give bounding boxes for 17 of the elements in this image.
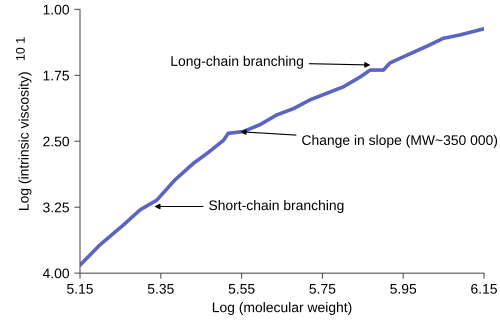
x-axis-title: Log (molecular weight) [212,302,352,315]
x-tick-label: 5.95 [390,284,416,294]
x-tick-label: 5.35 [148,284,174,294]
annotation: Change in slope (MW~350 000) [302,134,498,148]
x-tick-label: 5.55 [228,284,255,294]
text: 10 1 [16,37,25,60]
y-tick-label: 1.75 [44,70,70,80]
x-tick-label: 5.75 [309,284,336,294]
y-tick-label: 4.00 [42,268,70,278]
x-tick-label: 5.15 [67,284,93,294]
y-tick-label: 2.50 [43,136,70,146]
x-tick-label: 6.15 [471,284,497,294]
y-tick-label: 3.25 [43,202,70,212]
y-tick-label: 1.00 [44,4,70,15]
annotation: Long-chain branching [171,56,303,69]
annotation: Short-chain branching [209,200,344,213]
y-axis-title: Log (intrinsic viscosity) [18,72,32,210]
